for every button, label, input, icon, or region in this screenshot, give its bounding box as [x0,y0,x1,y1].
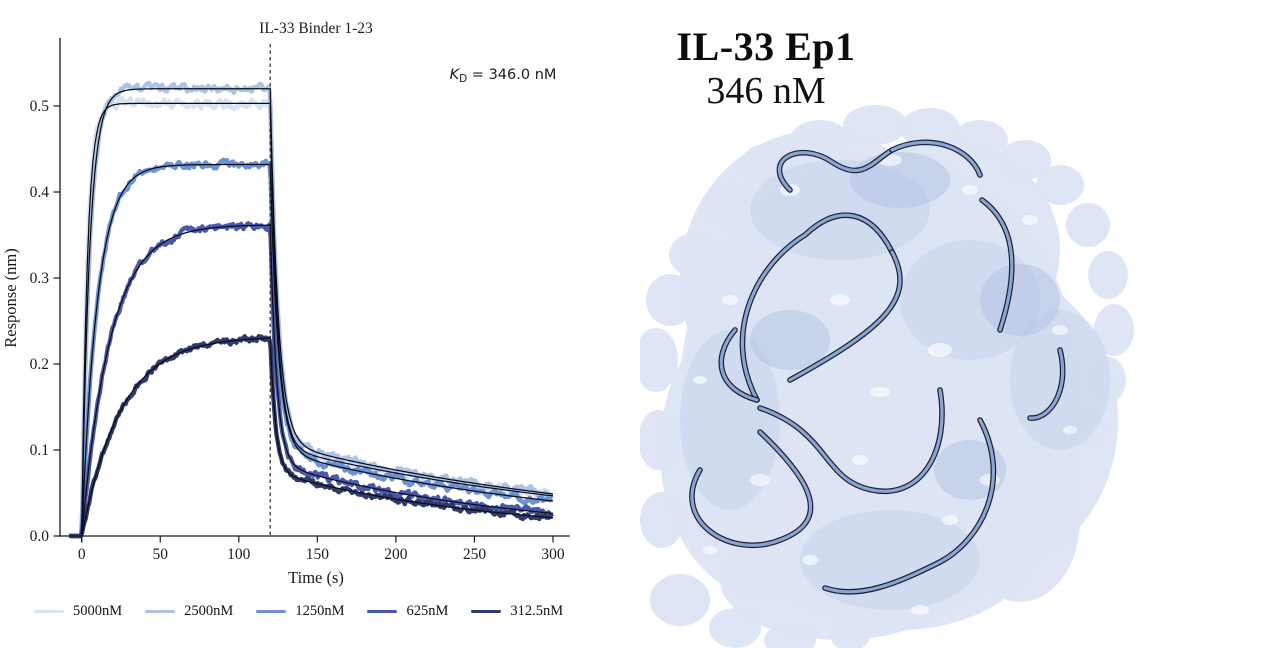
x-axis-label: Time (s) [288,568,344,587]
chart-title: IL-33 Binder 1-23 [259,20,373,37]
structure-title-block: IL-33 Ep1 346 nM [640,24,892,112]
legend-swatch [471,609,502,614]
legend-label: 625nM [406,603,449,619]
y-tick-label: 0.2 [30,356,49,373]
legend-label: 312.5nM [510,603,564,619]
x-tick-label: 150 [306,546,330,563]
x-tick-label: 200 [384,546,408,563]
sensorgram-trace-2500nM [68,80,554,539]
legend-swatch [145,609,176,614]
kd-value: = 346.0 nM [467,67,557,83]
structure-title: IL-33 Ep1 [676,24,856,69]
sensorgram-trace-5000nM [68,95,555,539]
kd-annotation: KD = 346.0 nM [428,67,578,85]
legend-entry-625nM: 625nM [367,603,448,620]
legend-swatch [367,609,398,614]
kd-subscript: D [459,73,468,85]
x-tick-label: 50 [153,546,169,563]
fit-curve-625nM [81,223,554,537]
y-tick-label: 0.3 [30,270,50,287]
legend-label: 1250nM [295,603,345,619]
x-tick-label: 0 [78,546,86,563]
legend-swatch [256,609,287,614]
il33-surface-blob [640,105,1134,648]
x-tick-label: 250 [463,546,487,563]
legend-entry-5000nM: 5000nM [34,603,122,620]
structure-panel: IL-33 Ep1 346 nM [640,0,1280,648]
legend-entry-2500nM: 2500nM [145,603,233,620]
y-tick-label: 0.5 [30,98,50,115]
fit-curve-5000nM [81,102,554,537]
y-tick-label: 0.4 [30,184,50,201]
y-axis-label: Response (nm) [1,248,20,347]
legend-label: 5000nM [73,603,123,619]
bli-sensorgram-chart: IL-33 Binder 1-23 Time (s) Response (nm)… [1,20,570,587]
fit-curve-1250nM [81,163,554,537]
axis-ticks: 0 50 100 150 200 250 300 0.0 0.1 0.2 0.3 0.4 0.5 [30,98,565,563]
protein-complex-rendering [640,105,1134,648]
structure-kd-value: 346 nM [706,70,826,112]
il33-cartoon-ribbons [689,139,1066,595]
y-tick-label: 0.1 [30,442,49,459]
fit-curves [81,88,554,537]
x-tick-label: 300 [541,546,565,563]
legend-swatch [34,609,64,614]
concentration-legend: 5000nM 2500nM 1250nM 625nM 312.5nM [34,603,609,620]
fit-curve-2500nM [81,88,554,537]
data-bands [68,80,555,539]
legend-entry-1250nM: 1250nM [256,603,344,620]
y-tick-label: 0.0 [30,528,50,545]
x-tick-label: 100 [227,546,251,563]
legend-label: 2500nM [184,603,234,619]
fit-curve-312.5nM [81,335,554,537]
kd-symbol: K [449,67,460,83]
legend-entry-312.5nM: 312.5nM [471,603,563,620]
bli-sensorgram-panel: IL-33 Binder 1-23 Time (s) Response (nm)… [1,20,609,620]
